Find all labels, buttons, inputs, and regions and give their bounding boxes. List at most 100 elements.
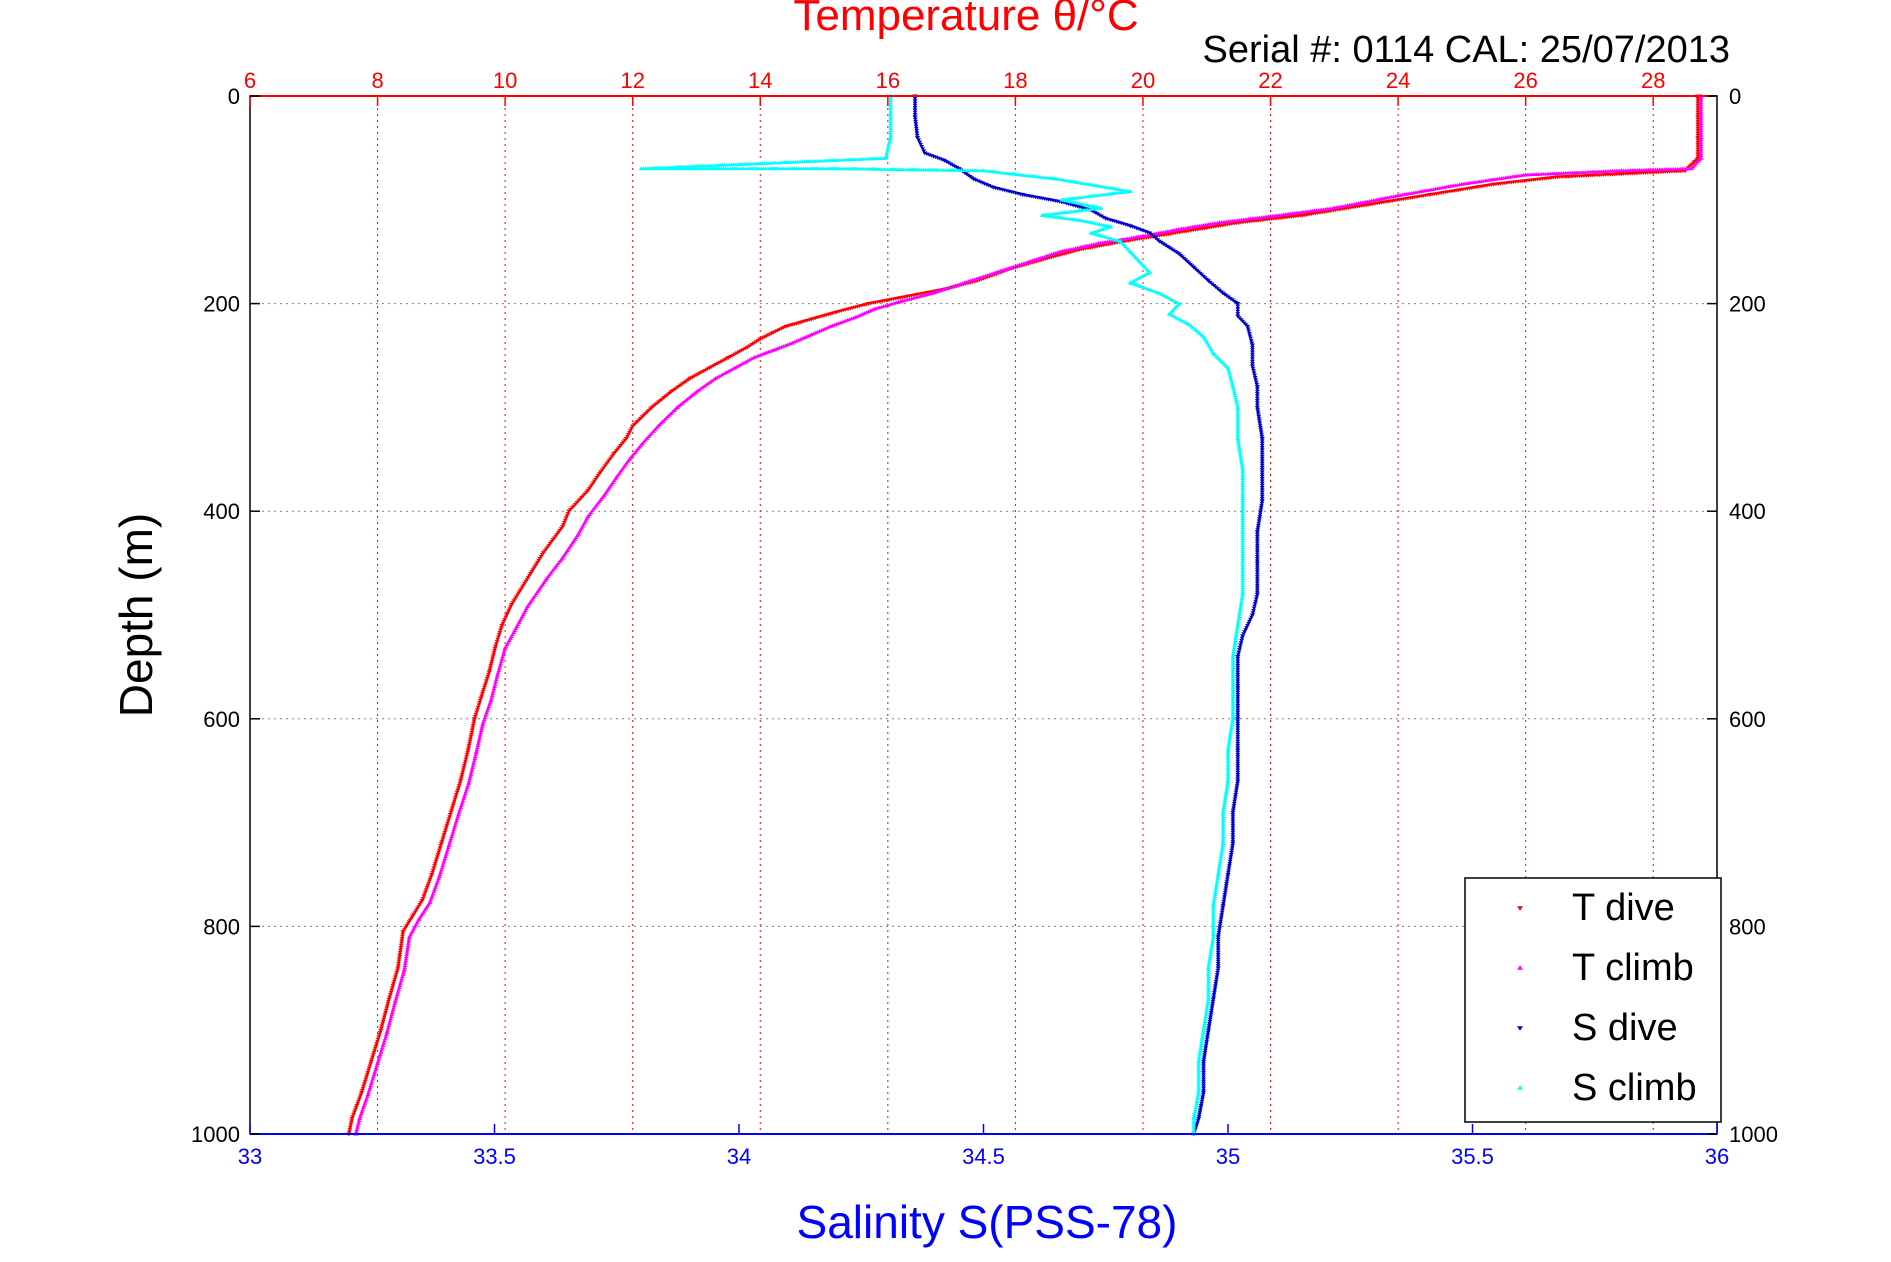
series-marker-t-climb xyxy=(370,1076,376,1081)
series-marker-t-dive xyxy=(609,454,615,459)
series-marker-s-dive xyxy=(1258,430,1264,435)
data-point-s-dive xyxy=(1249,613,1256,618)
series-marker-t-dive xyxy=(461,764,467,768)
series-marker-t-dive xyxy=(702,368,708,373)
series-marker-t-climb xyxy=(484,708,490,713)
series-marker-t-climb xyxy=(383,1034,389,1039)
series-marker-s-dive xyxy=(986,184,992,188)
data-point-s-dive xyxy=(1235,717,1241,722)
series-marker-s-dive xyxy=(1233,792,1239,797)
series-marker-s-climb xyxy=(1194,1098,1200,1103)
data-point-t-climb xyxy=(436,874,443,879)
series-marker-t-dive xyxy=(736,350,742,354)
series-marker-t-climb xyxy=(439,865,445,870)
data-point-s-dive xyxy=(1210,997,1216,1002)
series-marker-s-climb xyxy=(1209,943,1215,948)
series-marker-t-dive xyxy=(462,761,468,766)
series-marker-s-climb xyxy=(1214,879,1220,883)
series-marker-s-climb xyxy=(1235,411,1241,416)
series-marker-t-climb xyxy=(355,1125,360,1129)
series-marker-s-climb xyxy=(1228,727,1234,732)
series-marker-s-dive xyxy=(1201,1068,1206,1073)
series-marker-s-climb xyxy=(1201,1023,1207,1028)
data-point-s-climb xyxy=(1225,365,1231,370)
series-marker-s-climb xyxy=(1238,458,1244,463)
series-marker-s-climb xyxy=(1220,836,1226,841)
series-marker-t-climb xyxy=(459,803,464,807)
series-marker-s-dive xyxy=(1253,380,1259,385)
series-marker-s-dive xyxy=(1259,490,1265,495)
series-marker-s-dive xyxy=(912,110,918,115)
series-marker-s-dive xyxy=(1244,626,1249,630)
series-marker-t-dive xyxy=(457,781,463,786)
series-marker-t-climb xyxy=(389,1012,395,1016)
series-marker-t-climb xyxy=(479,726,485,730)
series-marker-s-climb xyxy=(886,142,892,146)
series-marker-s-dive xyxy=(1201,1062,1206,1066)
top-axis-tick-label: 8 xyxy=(371,68,383,93)
series-marker-t-dive xyxy=(1695,108,1701,112)
series-marker-s-dive xyxy=(1230,821,1236,826)
series-marker-s-climb xyxy=(1206,983,1211,988)
series-marker-t-climb xyxy=(502,648,507,652)
series-marker-s-dive xyxy=(1259,466,1265,470)
series-marker-t-climb xyxy=(432,887,438,891)
series-marker-s-dive xyxy=(1231,806,1236,810)
series-marker-t-dive xyxy=(366,1068,371,1073)
series-marker-t-dive xyxy=(476,703,482,708)
series-marker-t-climb xyxy=(360,1107,366,1112)
series-marker-s-dive xyxy=(1235,690,1241,695)
series-marker-t-dive xyxy=(1695,145,1701,149)
series-marker-s-dive xyxy=(1090,209,1096,214)
top-axis-tick-label: 24 xyxy=(1386,68,1410,93)
series-marker-s-dive xyxy=(912,96,918,101)
series-marker-s-climb xyxy=(1240,543,1246,547)
series-marker-s-climb xyxy=(1225,763,1231,767)
series-marker-t-dive xyxy=(460,768,466,773)
series-marker-s-dive xyxy=(1206,1026,1212,1031)
data-point-t-climb xyxy=(480,721,486,726)
series-marker-t-dive xyxy=(432,864,437,868)
series-marker-t-climb xyxy=(460,798,466,803)
series-marker-s-dive xyxy=(1235,710,1241,715)
series-marker-s-dive xyxy=(1214,975,1220,979)
series-marker-t-dive xyxy=(438,844,444,848)
series-marker-s-climb xyxy=(1231,645,1237,650)
series-marker-t-dive xyxy=(434,855,440,859)
series-marker-s-climb xyxy=(1191,1127,1197,1131)
series-marker-s-climb xyxy=(1220,816,1226,821)
series-marker-s-climb xyxy=(1193,1103,1199,1107)
series-marker-t-dive xyxy=(738,349,744,353)
series-marker-t-climb xyxy=(354,1129,359,1134)
series-marker-s-dive xyxy=(977,180,983,184)
top-axis-tick-label: 28 xyxy=(1641,68,1665,93)
series-marker-s-climb xyxy=(1196,1070,1202,1074)
series-marker-t-climb xyxy=(439,867,444,872)
series-marker-t-dive xyxy=(358,1093,364,1097)
right-axis-tick-label: 0 xyxy=(1729,84,1741,109)
series-marker-s-dive xyxy=(1230,844,1235,848)
series-marker-t-dive xyxy=(352,1110,357,1115)
series-marker-t-dive xyxy=(393,973,399,977)
series-marker-t-dive xyxy=(498,628,503,633)
series-marker-s-climb xyxy=(1200,1034,1205,1039)
series-marker-s-climb xyxy=(1203,1010,1209,1014)
series-marker-t-climb xyxy=(1698,107,1704,112)
series-marker-t-dive xyxy=(421,894,427,899)
series-marker-s-dive xyxy=(1259,457,1265,461)
series-marker-s-dive xyxy=(1258,425,1263,430)
legend-label-t-climb: T climb xyxy=(1572,947,1694,989)
series-marker-s-climb xyxy=(1219,850,1225,854)
series-marker-t-climb xyxy=(484,710,489,715)
series-marker-s-dive xyxy=(920,147,926,151)
series-marker-s-dive xyxy=(1099,214,1104,219)
series-marker-s-dive xyxy=(1205,1030,1211,1035)
series-marker-t-climb xyxy=(487,702,492,706)
series-marker-t-dive xyxy=(522,581,528,586)
data-point-s-climb xyxy=(1196,1059,1202,1063)
series-marker-s-climb xyxy=(1210,936,1216,941)
series-marker-s-dive xyxy=(1241,632,1247,636)
series-marker-s-climb xyxy=(1238,600,1244,605)
series-marker-s-climb xyxy=(1220,825,1226,830)
series-marker-s-climb xyxy=(888,126,893,130)
